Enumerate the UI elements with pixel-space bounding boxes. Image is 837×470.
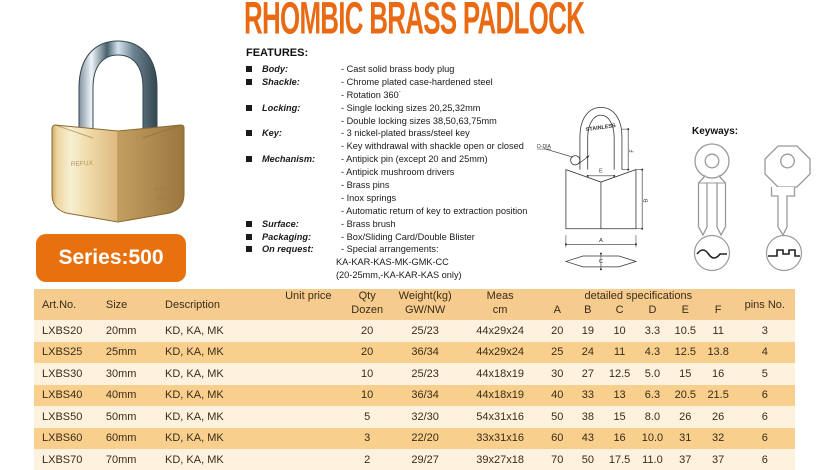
svg-text:RH3502: RH3502 — [153, 187, 173, 193]
svg-text:70mm: 70mm — [155, 196, 171, 202]
svg-text:C: C — [599, 259, 603, 265]
svg-text:B: B — [644, 199, 650, 203]
svg-text:A: A — [599, 238, 603, 244]
svg-text:F: F — [630, 149, 636, 153]
svg-text:REFUX: REFUX — [71, 160, 94, 168]
svg-text:D-DIA: D-DIA — [537, 144, 551, 150]
svg-text:E: E — [599, 169, 603, 175]
